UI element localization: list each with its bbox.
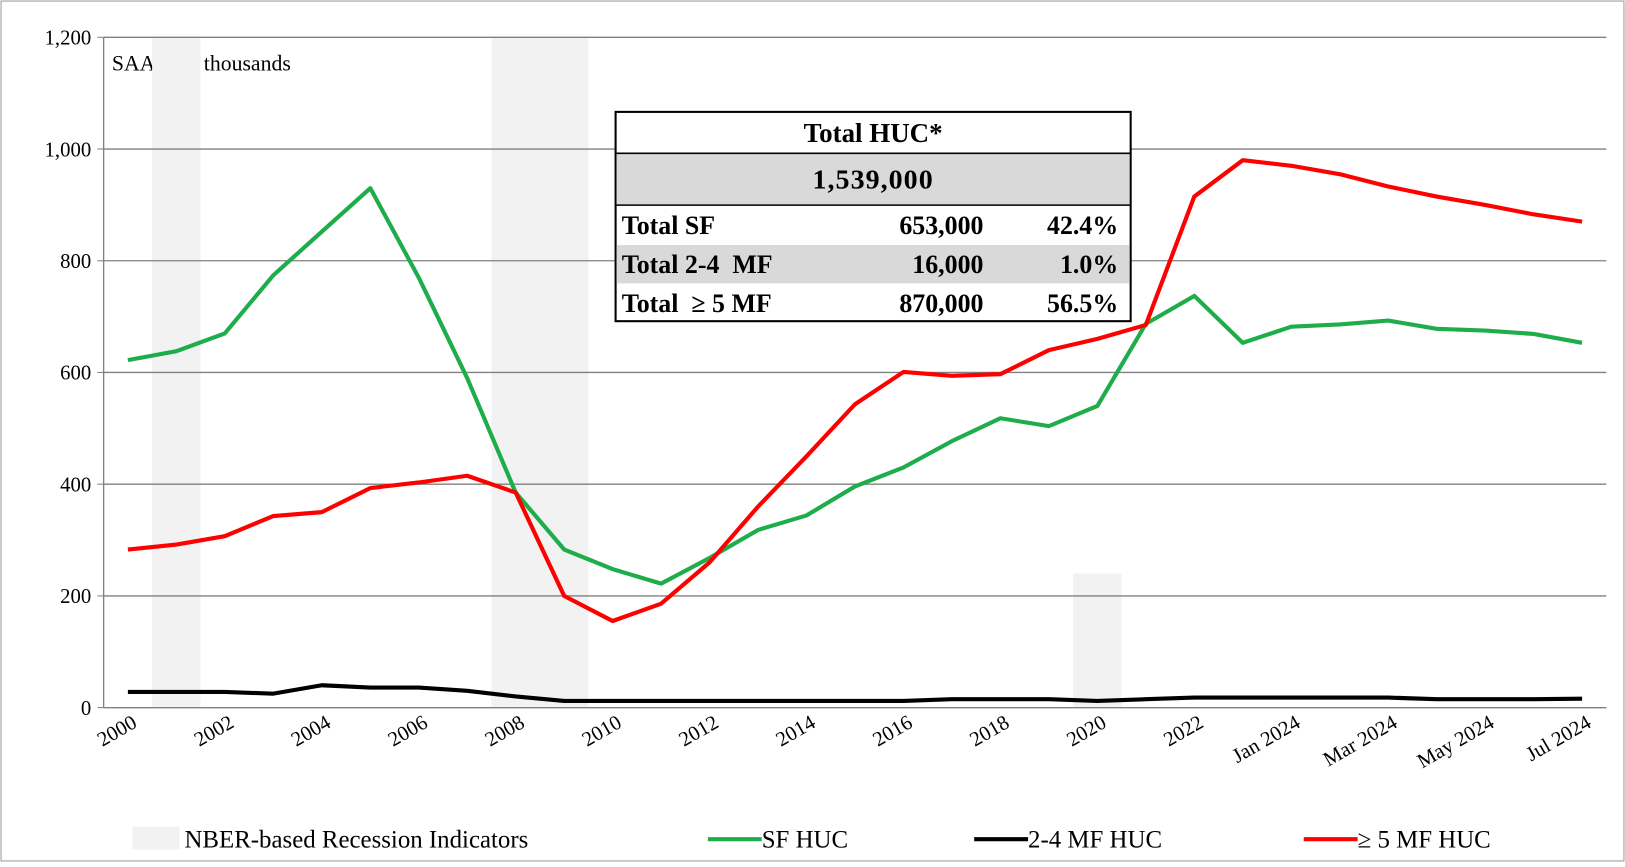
annotation: SAAR; in thousands [112, 51, 291, 75]
table-cell: 16,000 [912, 250, 983, 279]
y-tick-label: 800 [60, 251, 91, 273]
table-row-bg [616, 245, 1130, 284]
table-cell: 1.0% [1060, 250, 1118, 279]
legend-swatch [132, 826, 180, 850]
y-tick-label: 400 [60, 474, 91, 496]
series-line [127, 683, 1583, 703]
table-cell: Total SF [622, 211, 715, 240]
summary-table: Total HUC* 1,539,000 Total SF 653,000 42.4% T… [614, 110, 1132, 323]
table-cell: 870,000 [899, 289, 983, 318]
table-cell: 42.4% [1047, 211, 1118, 240]
y-tick-label: 600 [60, 363, 91, 385]
y-tick-label: 1,200 [45, 28, 92, 50]
legend-label: SF HUC [762, 826, 848, 853]
table-total-bg [616, 153, 1130, 206]
legend-label: 2-4 MF HUC [1028, 826, 1162, 853]
table-cell: Total 2-4 MF [622, 250, 773, 279]
series-line [127, 158, 1583, 624]
legend-label: NBER-based Recession Indicators [184, 826, 528, 853]
y-tick-label: 200 [60, 586, 91, 608]
table-cell: 653,000 [899, 211, 983, 240]
y-tick-label: 1,000 [45, 139, 92, 161]
table-cell: 56.5% [1047, 289, 1118, 318]
table-cell: Total ≥ 5 MF [622, 289, 772, 318]
table-frame [614, 110, 1132, 323]
series-line [127, 186, 1583, 586]
legend-label: ≥ 5 MF HUC [1358, 826, 1491, 853]
recession-bar [1073, 573, 1122, 708]
table-title: Total HUC* [804, 118, 943, 148]
y-tick-label: 0 [81, 698, 91, 720]
table-total: 1,539,000 [813, 165, 934, 196]
